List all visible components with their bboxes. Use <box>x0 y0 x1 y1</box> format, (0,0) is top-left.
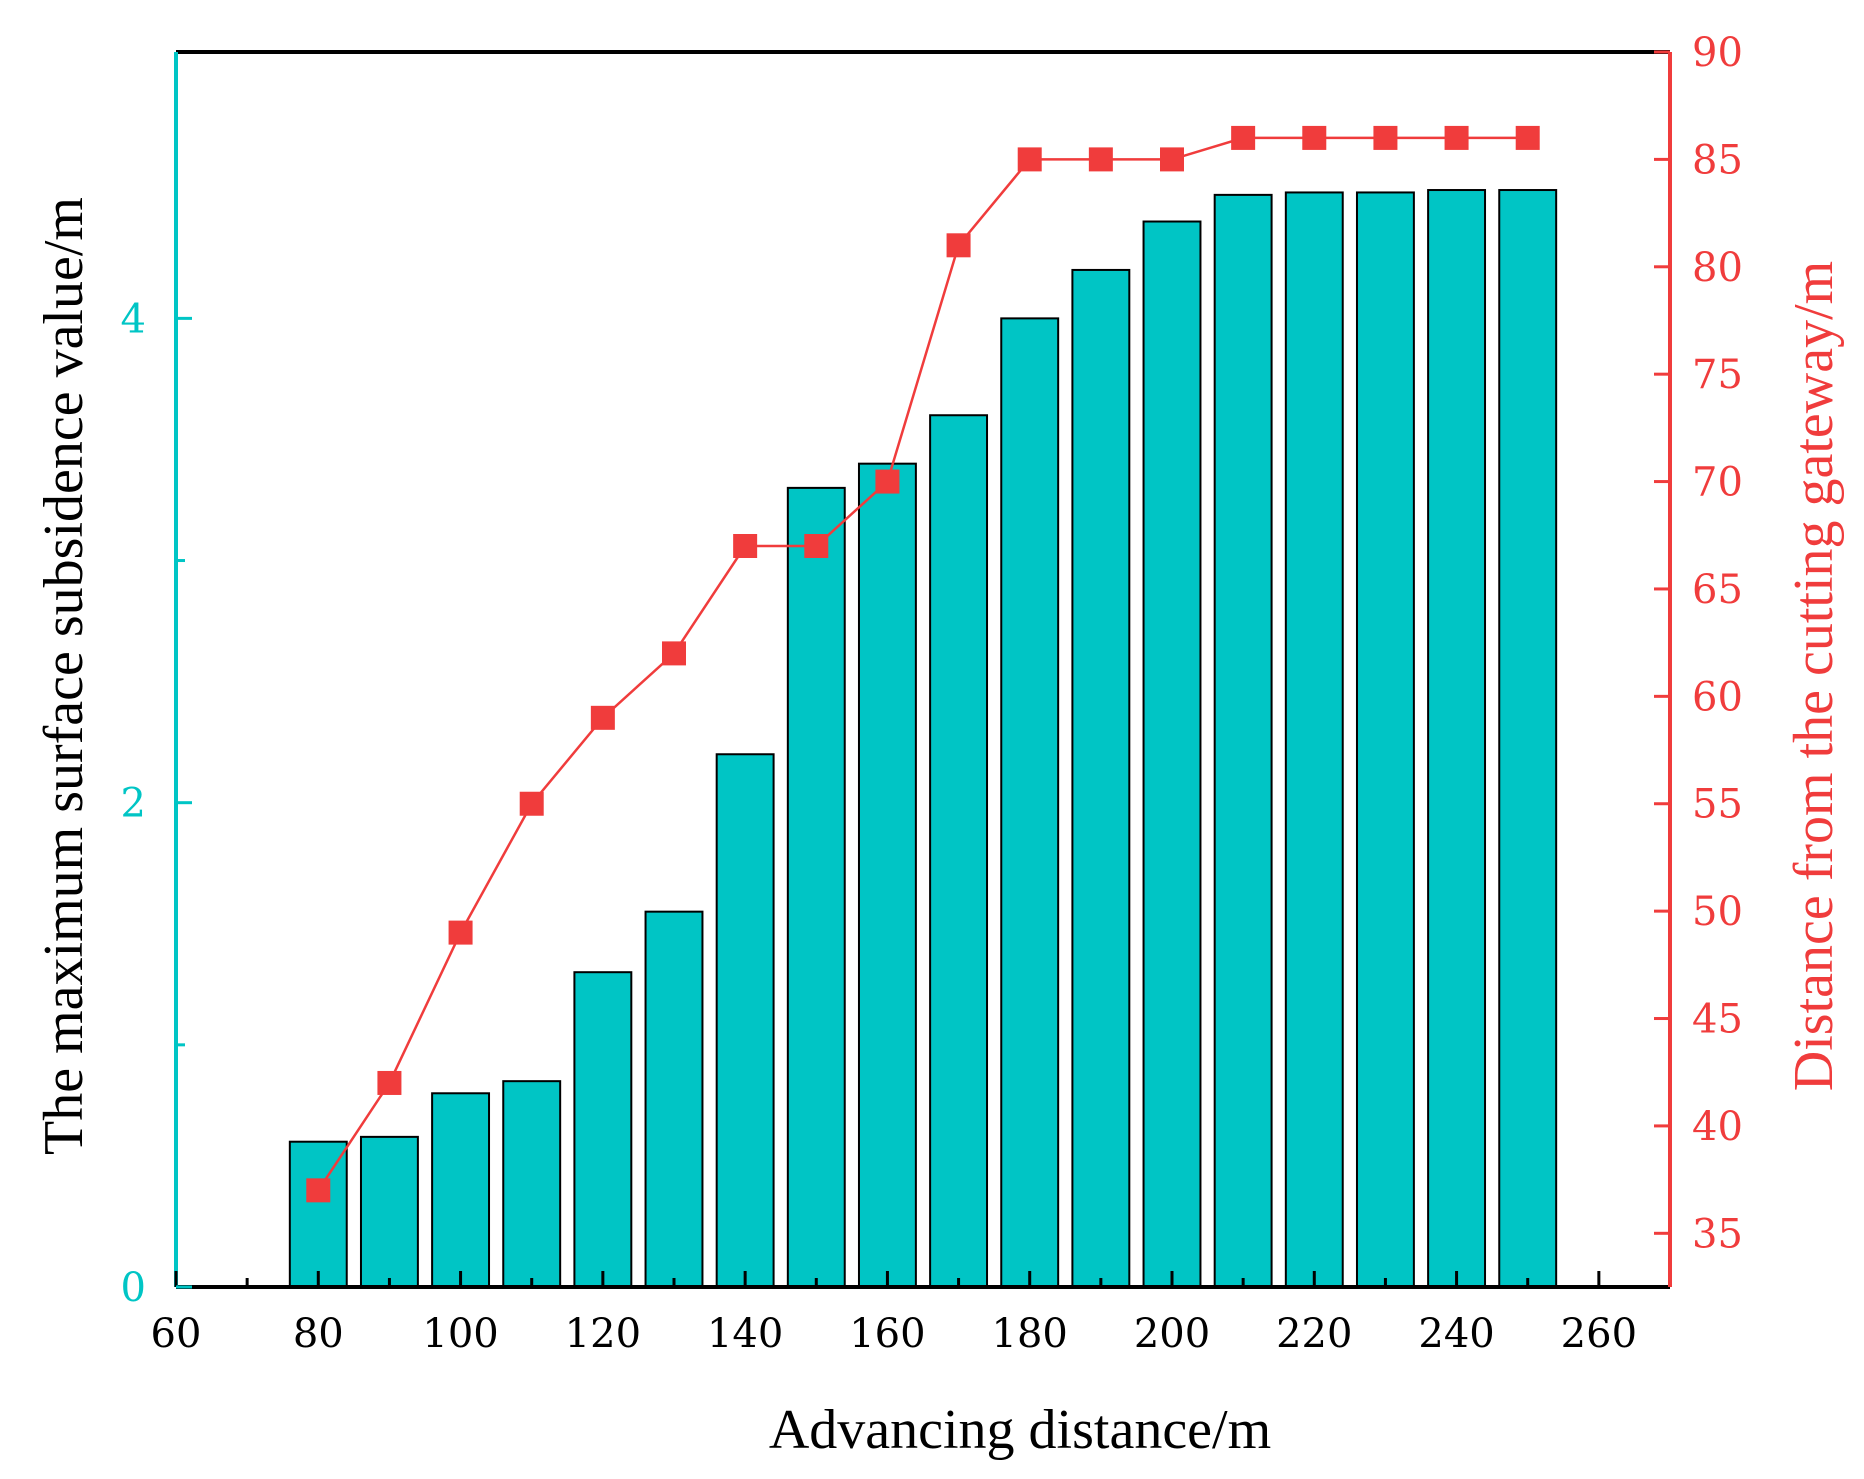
line-marker-190 <box>1088 147 1113 172</box>
right-y-tick-label-65: 65 <box>1692 567 1743 613</box>
line-marker-220 <box>1302 125 1327 150</box>
line-marker-230 <box>1373 125 1398 150</box>
line-marker-120 <box>590 705 615 730</box>
line-marker-250 <box>1515 125 1540 150</box>
line-path <box>317 136 1528 1192</box>
right-y-tick-label-40: 40 <box>1692 1104 1743 1150</box>
x-tick-label-120: 120 <box>565 1311 641 1357</box>
bar-240 <box>1427 189 1487 1288</box>
line-marker-100 <box>448 920 473 945</box>
right-y-tick-label-85: 85 <box>1692 137 1743 183</box>
right-y-tick-label-50: 50 <box>1692 889 1743 935</box>
bar-170 <box>929 414 989 1288</box>
line-marker-90 <box>377 1070 402 1095</box>
axes: 60 80 100 120 140 160 180 200 220 240 260 0 2 4 35 40 45… <box>121 30 1743 1357</box>
bar-180 <box>1000 317 1060 1288</box>
bar-series <box>288 189 1558 1289</box>
bar-120 <box>573 971 633 1289</box>
right-y-tick-label-70: 70 <box>1692 460 1743 506</box>
line-marker-160 <box>875 469 900 494</box>
line-series <box>306 125 1540 1203</box>
right-y-tick-label-60: 60 <box>1692 674 1743 720</box>
bar-190 <box>1071 268 1131 1288</box>
bar-200 <box>1142 220 1202 1289</box>
line-marker-210 <box>1231 125 1256 150</box>
line-marker-150 <box>804 534 829 558</box>
bar-90 <box>359 1135 419 1289</box>
x-tick-label-80: 80 <box>293 1311 344 1357</box>
x-tick-label-140: 140 <box>707 1311 783 1357</box>
x-tick-label-60: 60 <box>151 1311 202 1357</box>
right-y-tick-label-90: 90 <box>1692 30 1743 76</box>
line-marker-110 <box>519 791 544 816</box>
line-marker-170 <box>946 233 971 258</box>
bar-150 <box>786 486 846 1289</box>
x-tick-label-220: 220 <box>1276 1311 1352 1357</box>
bar-220 <box>1284 191 1344 1289</box>
left-y-tick-label-0: 0 <box>121 1265 146 1311</box>
line-marker-130 <box>662 641 686 666</box>
line-marker-80 <box>306 1178 331 1203</box>
right-y-tick-label-80: 80 <box>1692 245 1743 291</box>
right-y-tick-label-45: 45 <box>1692 997 1743 1043</box>
bar-130 <box>644 910 704 1288</box>
bar-160 <box>857 462 917 1288</box>
bar-210 <box>1213 193 1273 1288</box>
right-y-axis-title: Distance from the cutting gateway/m <box>1783 261 1845 1091</box>
bar-230 <box>1355 191 1415 1289</box>
line-marker-240 <box>1444 125 1469 150</box>
x-tick-label-200: 200 <box>1134 1311 1210 1357</box>
right-y-tick-label-35: 35 <box>1692 1211 1743 1257</box>
x-tick-label-100: 100 <box>422 1311 498 1357</box>
x-tick-label-180: 180 <box>992 1311 1068 1357</box>
left-y-tick-label-2: 2 <box>121 781 146 827</box>
line-marker-140 <box>733 534 758 558</box>
bar-140 <box>715 753 775 1288</box>
left-y-axis-title: The maximum surface subsidence value/m <box>33 197 95 1155</box>
bar-100 <box>431 1092 491 1289</box>
right-y-tick-label-55: 55 <box>1692 782 1743 828</box>
bar-80 <box>288 1140 348 1289</box>
line-marker-200 <box>1160 147 1184 172</box>
line-marker-180 <box>1017 147 1042 172</box>
x-tick-label-260: 260 <box>1561 1311 1637 1357</box>
bar-110 <box>502 1080 562 1288</box>
left-y-tick-label-4: 4 <box>121 296 146 342</box>
x-tick-label-240: 240 <box>1418 1311 1494 1357</box>
x-axis-title: Advancing distance/m <box>769 1399 1271 1461</box>
x-tick-label-160: 160 <box>849 1311 925 1357</box>
bar-250 <box>1498 189 1558 1288</box>
right-y-tick-label-75: 75 <box>1692 352 1743 398</box>
